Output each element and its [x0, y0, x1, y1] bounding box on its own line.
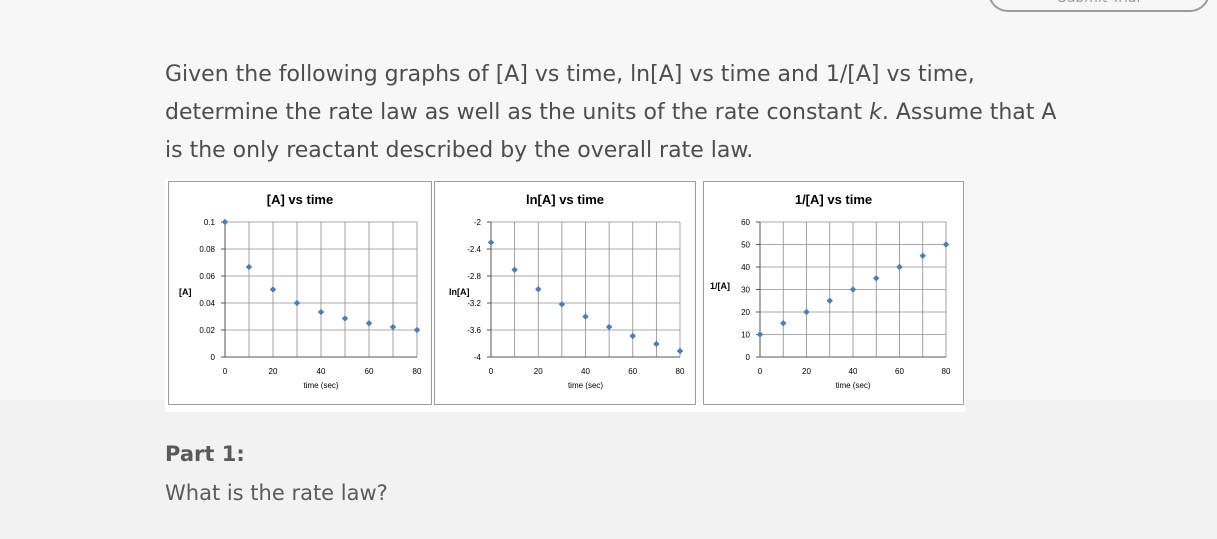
data-point [605, 323, 613, 331]
data-point [269, 286, 277, 293]
x-tick-label: 40 [581, 367, 590, 376]
y-tick-label: 0 [211, 353, 216, 362]
chart-concentration-vs-time: [A] vs time 0 0.02 0.04 0.06 0.08 0.1 0 20 40 60 80… [168, 181, 432, 405]
chart-concentration-svg: [A] vs time 0 0.02 0.04 0.06 0.08 0.1 0 20 40 60 80… [179, 192, 422, 390]
data-point [756, 331, 764, 338]
data-point [826, 297, 833, 304]
y-tick-label: 0.06 [199, 272, 215, 281]
y-tick-label: 10 [741, 331, 750, 340]
data-point [413, 326, 421, 334]
graphs-figure: [A] vs time 0 0.02 0.04 0.06 0.08 0.1 0 20 40 60 80… [165, 179, 965, 412]
y-tick-label: 0 [746, 353, 751, 362]
chart-ln-concentration-svg: ln[A] vs time -4 -3.6 -3.2 -2.8 -2.4 -2 0 20 40 60… [449, 192, 685, 390]
y-tick-label: 20 [741, 308, 750, 317]
y-tick-label: -2.8 [467, 272, 481, 281]
data-point [629, 332, 636, 340]
data-point [317, 308, 325, 316]
x-axis-label: time (sec) [835, 381, 870, 390]
x-tick-label: 20 [534, 367, 543, 376]
question-line-3: is the only reactant described by the ov… [165, 138, 754, 163]
x-tick-label: 40 [317, 367, 326, 376]
y-axis-label: [A] [179, 287, 192, 297]
data-point [389, 323, 397, 331]
data-point [803, 308, 810, 316]
x-tick-label: 0 [758, 367, 763, 376]
y-tick-label: 30 [741, 286, 750, 295]
data-point [653, 340, 660, 348]
y-tick-label: -3.6 [467, 326, 481, 335]
x-tick-label: 80 [413, 367, 422, 376]
y-tick-label: 0.08 [199, 245, 215, 254]
x-axis-label: time (sec) [303, 381, 338, 390]
chart-title: ln[A] vs time [526, 192, 604, 207]
x-tick-label: 60 [895, 367, 904, 376]
y-tick-label: 40 [741, 263, 750, 272]
y-tick-label: -2 [474, 218, 482, 227]
part-1-question: What is the rate law? [165, 481, 388, 505]
data-point [582, 313, 589, 320]
data-point [511, 266, 518, 273]
data-point [245, 263, 253, 271]
x-tick-label: 40 [849, 367, 858, 376]
question-line-2-end: . Assume that A [881, 100, 1057, 125]
data-point [487, 239, 495, 246]
data-point [341, 315, 349, 322]
data-point [365, 320, 373, 327]
x-tick-label: 0 [223, 367, 228, 376]
chart-title: [A] vs time [267, 192, 333, 207]
data-point [919, 252, 926, 259]
data-point [293, 299, 301, 307]
data-point [558, 301, 566, 308]
x-tick-label: 60 [365, 367, 374, 376]
data-point [849, 286, 857, 293]
x-axis-label: time (sec) [568, 381, 603, 390]
data-point [873, 275, 880, 282]
chart-inverse-concentration-vs-time: 1/[A] vs time 0 10 20 30 40 50 60 0 20 40 60 80 time … [703, 181, 964, 405]
y-tick-label: 0.02 [199, 326, 215, 335]
x-tick-label: 0 [489, 367, 494, 376]
chart-title: 1/[A] vs time [795, 192, 872, 207]
question-line-1: Given the following graphs of [A] vs tim… [165, 62, 975, 87]
y-tick-label: -2.4 [467, 245, 481, 254]
x-tick-label: 80 [942, 367, 951, 376]
data-point [942, 241, 950, 248]
chart-inverse-concentration-svg: 1/[A] vs time 0 10 20 30 40 50 60 0 20 40 60 80 time … [710, 192, 951, 390]
data-point [780, 320, 787, 327]
data-point [676, 347, 684, 355]
y-tick-label: 0.1 [204, 218, 216, 227]
x-tick-label: 60 [628, 367, 637, 376]
bottom-background [0, 400, 1217, 539]
data-point [896, 263, 903, 271]
x-tick-label: 80 [676, 367, 685, 376]
chart-ln-concentration-vs-time: ln[A] vs time -4 -3.6 -3.2 -2.8 -2.4 -2 0 20 40 60… [434, 181, 696, 405]
question-text: Given the following graphs of [A] vs tim… [165, 56, 1065, 170]
y-axis-label: ln[A] [449, 287, 470, 297]
y-tick-label: -3.2 [467, 299, 481, 308]
rate-constant-symbol: k [869, 100, 882, 125]
y-axis-label: 1/[A] [710, 281, 730, 291]
y-tick-label: 50 [741, 241, 750, 250]
y-tick-label: 60 [741, 218, 750, 227]
data-point [535, 286, 542, 293]
x-tick-label: 20 [802, 367, 811, 376]
y-tick-label: -4 [474, 353, 482, 362]
part-1-heading: Part 1: [165, 442, 245, 466]
question-line-2-start: determine the rate law as well as the un… [165, 100, 870, 125]
y-tick-label: 0.04 [199, 299, 215, 308]
submit-button[interactable]: Submit Trial [988, 0, 1210, 12]
x-tick-label: 20 [269, 367, 278, 376]
data-point [221, 218, 229, 226]
